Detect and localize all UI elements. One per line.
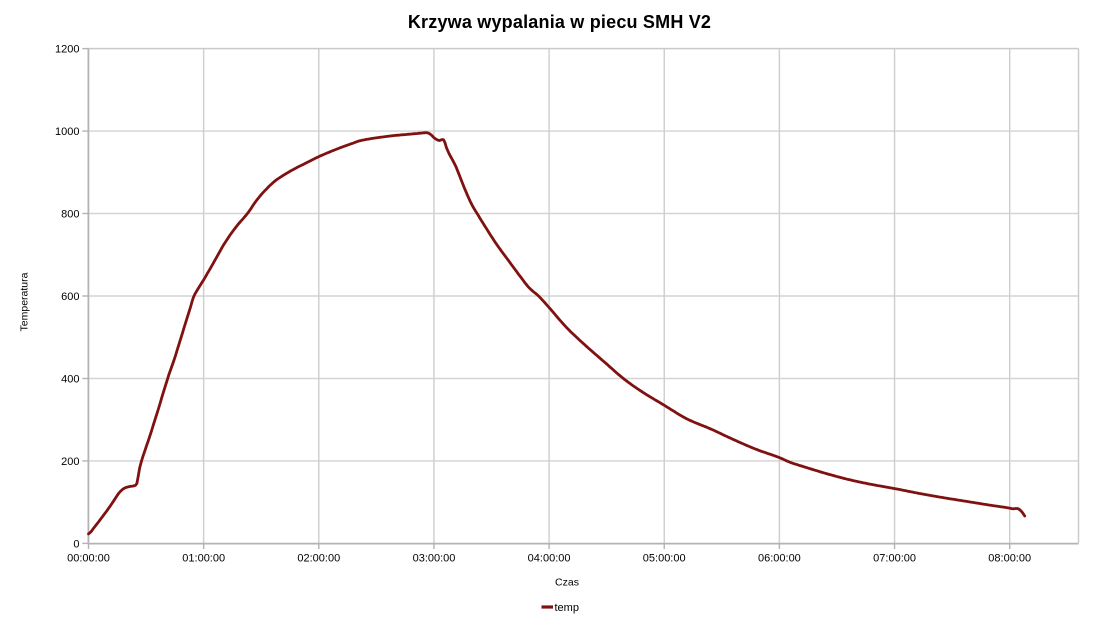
svg-text:temp: temp — [555, 602, 579, 614]
svg-text:07:00:00: 07:00:00 — [873, 552, 916, 564]
svg-text:Krzywa wypalania w piecu SMH V: Krzywa wypalania w piecu SMH V2 — [408, 12, 711, 32]
svg-text:03:00:00: 03:00:00 — [413, 552, 456, 564]
svg-text:Czas: Czas — [555, 576, 579, 588]
svg-text:01:00:00: 01:00:00 — [182, 552, 225, 564]
svg-text:200: 200 — [61, 456, 79, 468]
svg-text:06:00:00: 06:00:00 — [758, 552, 801, 564]
svg-text:00:00:00: 00:00:00 — [67, 552, 110, 564]
svg-text:600: 600 — [61, 291, 79, 303]
svg-text:05:00:00: 05:00:00 — [643, 552, 686, 564]
svg-text:400: 400 — [61, 374, 79, 386]
svg-text:1200: 1200 — [55, 44, 79, 56]
svg-text:1000: 1000 — [55, 126, 79, 138]
svg-text:08:00:00: 08:00:00 — [988, 552, 1031, 564]
svg-text:02:00:00: 02:00:00 — [297, 552, 340, 564]
svg-text:800: 800 — [61, 209, 79, 221]
svg-text:04:00:00: 04:00:00 — [528, 552, 571, 564]
svg-text:Temperatura: Temperatura — [19, 272, 31, 331]
svg-text:0: 0 — [73, 538, 79, 550]
